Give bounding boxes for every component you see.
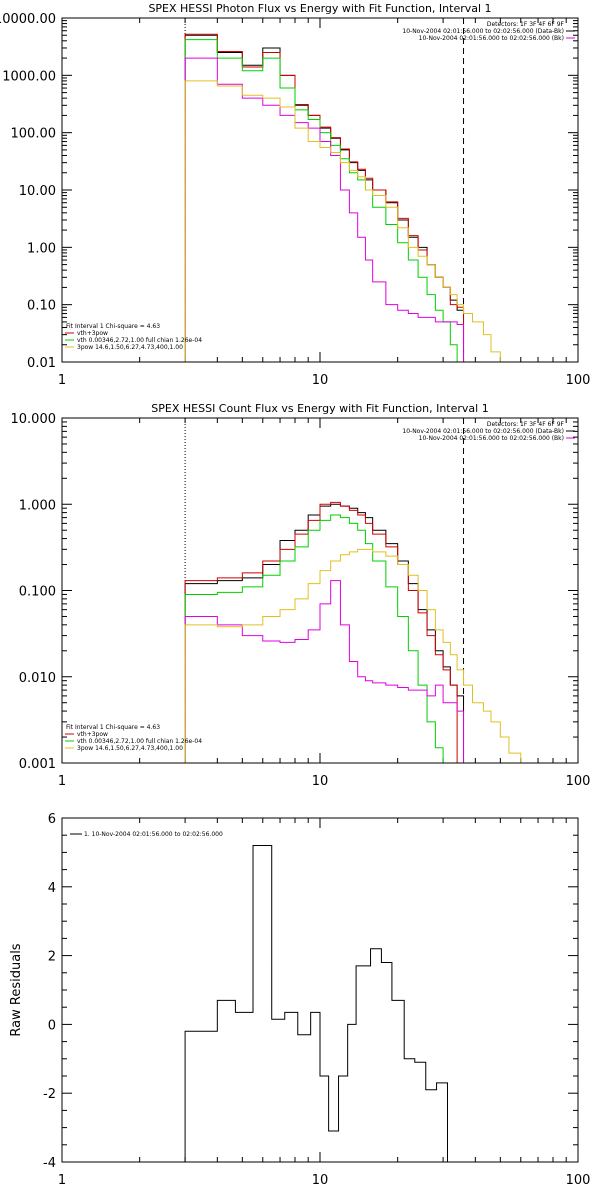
y-tick-label: 10000.00 bbox=[0, 12, 56, 27]
y-tick-label: 0 bbox=[48, 1018, 56, 1033]
y-tick-label: 2 bbox=[48, 950, 56, 965]
series-line-green bbox=[184, 514, 451, 763]
legend-entry: Fit Interval 1 Chi-square = 4.63 bbox=[66, 323, 160, 330]
x-tick-label: 1 bbox=[58, 373, 66, 388]
series-line-yellow bbox=[184, 548, 532, 763]
y-tick-label: 6 bbox=[48, 812, 56, 827]
y-tick-label: 1.00 bbox=[27, 241, 56, 256]
y-axis: 10000.00 1000.00 100.00 10.00 1.00 0.10 0.01 bbox=[0, 12, 578, 371]
chart-title: SPEX HESSI Count Flux vs Energy with Fit… bbox=[151, 402, 488, 415]
series-line-black bbox=[184, 34, 465, 362]
plot-area bbox=[184, 845, 459, 1162]
header-line: 10-Nov-2004 02:01:56.000 to 02:02:56.000… bbox=[402, 428, 564, 435]
series-line-red bbox=[184, 33, 465, 362]
y-tick-label: 4 bbox=[48, 881, 56, 896]
plot-frame bbox=[61, 417, 579, 764]
header-line: Detectors: 1F 3F 4F 6F 9F bbox=[487, 21, 565, 28]
x-tick-label: 1 bbox=[58, 1173, 66, 1188]
x-tick-label: 100 bbox=[566, 774, 591, 789]
y-tick-label: 0.010 bbox=[19, 671, 56, 686]
y-tick-label: 0.001 bbox=[19, 757, 56, 772]
y-tick-label: 0.01 bbox=[27, 356, 56, 371]
header-line: Detectors: 1F 3F 4F 6F 9F bbox=[487, 421, 565, 428]
y-tick-label: -4 bbox=[43, 1156, 56, 1171]
header-line: 10-Nov-2004 02:01:56.000 to 02:02:56.000… bbox=[402, 28, 564, 35]
plot-frame bbox=[61, 17, 579, 363]
legend-entry: vth 0.00346,2.72,1.00 full chian 1.26e-0… bbox=[77, 337, 202, 344]
y-tick-label: -2 bbox=[43, 1087, 56, 1102]
series-line-red bbox=[184, 501, 458, 763]
legend-entry: vth 0.00346,2.72,1.00 full chian 1.26e-0… bbox=[77, 738, 202, 745]
legend-entry: Fit Interval 1 Chi-square = 4.63 bbox=[66, 724, 160, 731]
legend-entry: 1. 10-Nov-2004 02:01:56.000 to 02:02:56.… bbox=[84, 831, 223, 838]
plot-area bbox=[184, 418, 532, 763]
x-tick-label: 100 bbox=[566, 1173, 591, 1188]
legend-entry: 3pow 14.6,1.50,6.27,4.73,400,1.00 bbox=[77, 344, 183, 351]
x-tick-label: 100 bbox=[566, 373, 591, 388]
series-line-black bbox=[184, 845, 459, 1162]
chart-title: SPEX HESSI Photon Flux vs Energy with Fi… bbox=[148, 2, 491, 15]
x-tick-label: 10 bbox=[312, 774, 329, 789]
plot-area bbox=[184, 18, 510, 362]
x-axis: 1 10 100 bbox=[58, 418, 591, 789]
panel-1: SPEX HESSI Photon Flux vs Energy with Fi… bbox=[0, 2, 591, 388]
header-line: 10-Nov-2004 02:01:56.000 to 02:02:56.000… bbox=[419, 435, 564, 442]
x-tick-label: 10 bbox=[312, 373, 329, 388]
series-line-magenta bbox=[184, 580, 465, 763]
y-tick-label: 1.000 bbox=[19, 498, 56, 513]
legend-entry: vth+3pow bbox=[77, 330, 108, 337]
panel-3: 1 10 100 6 4 2 0 -2 -4 Raw Residuals 1. 10-Nov-200… bbox=[9, 812, 591, 1188]
header-line: 10-Nov-2004 02:01:56.000 to 02:02:56.000… bbox=[419, 35, 564, 42]
x-tick-label: 10 bbox=[312, 1173, 329, 1188]
x-tick-label: 1 bbox=[58, 774, 66, 789]
y-tick-label: 0.10 bbox=[27, 299, 56, 314]
y-tick-label: 10.000 bbox=[11, 412, 57, 427]
panel-2: SPEX HESSI Count Flux vs Energy with Fit… bbox=[11, 402, 591, 789]
y-axis: 6 4 2 0 -2 -4 bbox=[43, 812, 578, 1171]
series-line-green bbox=[184, 39, 465, 362]
y-axis: 10.000 1.000 0.100 0.010 0.001 bbox=[11, 412, 578, 772]
y-axis-label: Raw Residuals bbox=[9, 943, 24, 1036]
series-line-magenta bbox=[184, 57, 465, 362]
y-tick-label: 0.100 bbox=[19, 585, 56, 600]
legend-entry: 3pow 14.6,1.50,6.27,4.73,400,1.00 bbox=[77, 745, 183, 752]
series-line-yellow bbox=[184, 80, 510, 362]
y-tick-label: 1000.00 bbox=[2, 69, 56, 84]
y-tick-label: 100.00 bbox=[11, 127, 57, 142]
y-tick-label: 10.00 bbox=[19, 184, 56, 199]
plot-frame bbox=[61, 817, 579, 1163]
legend-entry: vth+3pow bbox=[77, 731, 108, 738]
x-axis: 1 10 100 bbox=[58, 18, 591, 388]
series-line-black bbox=[184, 503, 465, 763]
x-axis: 1 10 100 bbox=[58, 818, 591, 1188]
